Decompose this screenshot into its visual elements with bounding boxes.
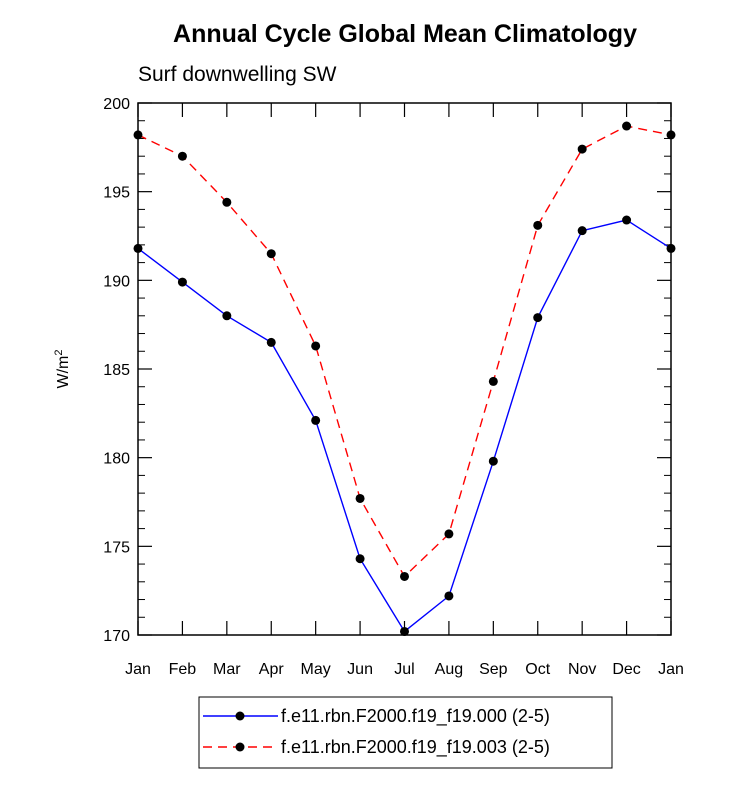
series-2-point: [488, 376, 498, 386]
plot-frame: [137, 102, 672, 636]
series-2-point: [177, 151, 187, 161]
x-tick-label: Sep: [479, 661, 508, 678]
series-2-point: [400, 571, 409, 581]
legend-marker-2: [235, 742, 245, 752]
x-tick-label: Jul: [394, 661, 414, 678]
svg-text:W/m2: W/m2: [53, 350, 72, 389]
x-tick-label: Nov: [568, 661, 596, 678]
legend-label-2: f.e11.rbn.F2000.f19_f19.003 (2-5): [281, 737, 550, 758]
legend-label-1: f.e11.rbn.F2000.f19_f19.000 (2-5): [281, 706, 550, 727]
series-2-point: [666, 130, 676, 140]
series-2-point: [444, 529, 454, 539]
y-tick-label: 200: [103, 96, 130, 113]
legend: f.e11.rbn.F2000.f19_f19.000 (2-5) f.e11.r…: [198, 696, 613, 769]
series-1-point: [266, 337, 276, 347]
series-1-point: [444, 591, 454, 601]
series-2-point: [355, 493, 365, 503]
y-axis-label: W/m2: [53, 350, 72, 389]
series-1-point: [133, 243, 143, 253]
x-tick-label: Mar: [213, 661, 241, 678]
series-1-point: [533, 313, 543, 323]
x-tick-label: Jun: [347, 661, 373, 678]
series-2-point: [222, 197, 232, 207]
series-1-point: [666, 243, 676, 253]
series-1-point: [400, 626, 409, 636]
series-1-point: [577, 226, 587, 236]
x-tick-label: Oct: [525, 661, 550, 678]
series-1-point: [488, 456, 498, 466]
x-tick-label: Jan: [658, 661, 684, 678]
series-1-point: [222, 311, 232, 321]
legend-box: [198, 696, 613, 769]
chart-title: Annual Cycle Global Mean Climatology: [173, 20, 637, 48]
y-tick-label: 175: [103, 539, 130, 556]
x-tick-label: Aug: [435, 661, 463, 678]
series-1-point: [355, 554, 365, 564]
axis-ticks: 170 175 180 185 190 195 200 Jan Feb Mar Apr May Jun J…: [103, 96, 684, 678]
x-tick-label: Feb: [169, 661, 197, 678]
x-tick-label: Apr: [259, 661, 285, 678]
x-tick-label: Dec: [612, 661, 640, 678]
series-2-point: [133, 130, 143, 140]
x-tick-label: May: [301, 661, 331, 678]
y-tick-label: 190: [103, 273, 130, 290]
series-line-1: [137, 219, 672, 633]
series-2-point: [622, 121, 632, 131]
series-2-point: [266, 249, 276, 259]
series-1-point: [311, 415, 321, 425]
chart-subtitle: Surf downwelling SW: [138, 63, 337, 86]
series-1-point: [177, 277, 187, 287]
y-tick-label: 170: [103, 628, 130, 645]
y-tick-label: 185: [103, 362, 130, 379]
x-tick-label: Jan: [125, 661, 151, 678]
y-axis-label-units: W/m: [55, 356, 72, 389]
series-2-point: [577, 144, 587, 154]
y-axis-label-exponent: 2: [53, 350, 65, 356]
series-1-point: [622, 215, 632, 225]
y-tick-label: 195: [103, 185, 130, 202]
series-line-2: [137, 125, 672, 578]
series-2-point: [311, 341, 321, 351]
series-2-point: [533, 220, 543, 230]
y-tick-label: 180: [103, 451, 130, 468]
series-layer: [133, 121, 676, 636]
legend-marker-1: [235, 711, 245, 721]
